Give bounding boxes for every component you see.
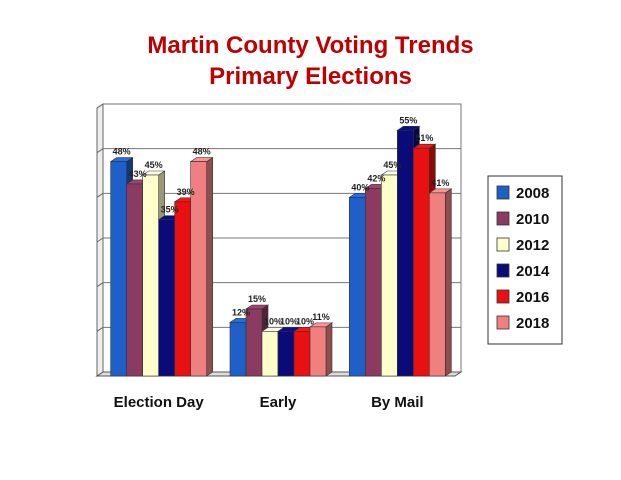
legend-item: 2018 — [496, 315, 549, 332]
legend-label: 2018 — [516, 315, 549, 332]
data-label: 10% — [296, 316, 314, 326]
gridline-side — [96, 237, 104, 243]
legend-swatch — [496, 263, 510, 278]
legend-label: 2014 — [516, 263, 550, 280]
data-labels: 48%43%45%35%39%48%12%15%10%10%10%11%40%4… — [113, 115, 450, 326]
legend-item: 2016 — [496, 289, 549, 306]
data-label: 40% — [351, 182, 369, 192]
data-label: 42% — [367, 173, 385, 183]
data-label: 45% — [145, 160, 163, 170]
legend-item: 2012 — [496, 237, 549, 254]
data-label: 48% — [113, 147, 131, 157]
data-label: 48% — [193, 147, 211, 157]
legend-swatch — [496, 289, 510, 304]
data-label: 11% — [312, 312, 330, 322]
category-labels: Election Day Early By Mail — [114, 394, 424, 411]
data-label: 43% — [129, 169, 147, 179]
gridline-side — [96, 192, 104, 198]
data-label: 41% — [431, 178, 449, 188]
legend-swatch — [496, 315, 510, 330]
data-label: 39% — [177, 187, 195, 197]
data-label: 10% — [264, 316, 282, 326]
legend-item: 2014 — [496, 263, 550, 280]
legend-item: 2010 — [496, 211, 549, 228]
legend-item: 2008 — [496, 185, 549, 202]
data-label: 45% — [383, 160, 401, 170]
category-label: Election Day — [114, 394, 205, 411]
category-label: Early — [260, 394, 297, 411]
legend-label: 2016 — [516, 289, 549, 306]
legend-swatch — [496, 211, 510, 226]
bar-2018-early — [309, 322, 333, 377]
bar-2018-by-mail — [428, 188, 453, 377]
chart-title: Martin County Voting Trends Primary Elec… — [0, 30, 621, 92]
gridline-side — [96, 148, 104, 154]
chart-title-main: Martin County Voting Trends — [147, 32, 474, 59]
legend-swatch — [496, 185, 510, 200]
legend-label: 2008 — [516, 185, 549, 202]
data-label: 55% — [399, 115, 417, 125]
data-label: 12% — [232, 307, 250, 317]
data-label: 51% — [415, 133, 433, 143]
legend-label: 2010 — [516, 211, 549, 228]
legend-label: 2012 — [516, 237, 549, 254]
data-label: 10% — [280, 316, 298, 326]
chart-subtitle: Primary Elections — [209, 63, 412, 90]
bars — [109, 125, 453, 377]
legend: 2008 2010 2012 2014 2016 2018 — [487, 175, 563, 345]
gridline-side — [96, 282, 104, 288]
category-label: By Mail — [371, 394, 424, 411]
bar-2018-election-day — [189, 157, 214, 377]
data-label: 35% — [161, 205, 179, 215]
gridline-side — [96, 326, 104, 332]
data-label: 15% — [248, 294, 266, 304]
gridline-side — [96, 103, 104, 109]
legend-swatch — [496, 237, 510, 252]
